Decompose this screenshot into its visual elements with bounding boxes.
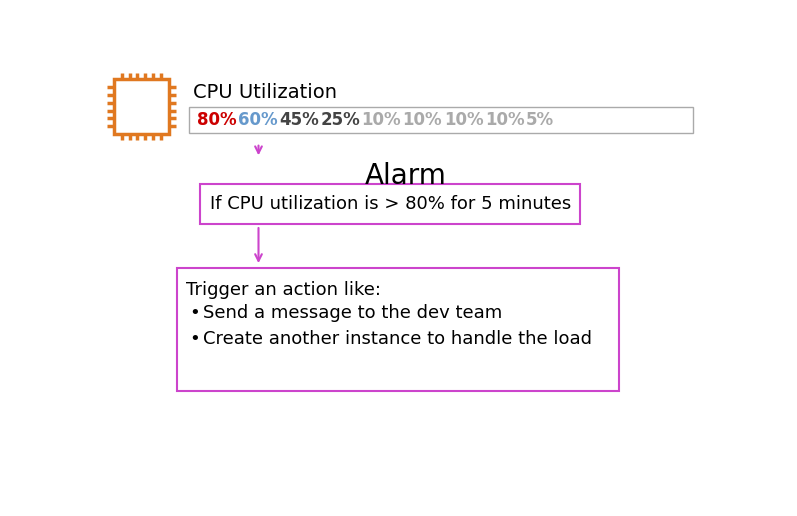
Text: Create another instance to handle the load: Create another instance to handle the lo… xyxy=(203,330,592,348)
Text: 25%: 25% xyxy=(320,111,360,130)
Bar xyxy=(114,79,170,134)
Text: •: • xyxy=(189,330,199,348)
Text: CPU Utilization: CPU Utilization xyxy=(193,84,336,103)
Bar xyxy=(177,268,619,392)
Bar xyxy=(200,184,580,223)
Text: Alarm: Alarm xyxy=(365,162,446,190)
Text: 10%: 10% xyxy=(362,111,401,130)
Text: 10%: 10% xyxy=(444,111,483,130)
Text: If CPU utilization is > 80% for 5 minutes: If CPU utilization is > 80% for 5 minute… xyxy=(210,196,571,214)
Text: Send a message to the dev team: Send a message to the dev team xyxy=(203,304,503,322)
Bar xyxy=(189,107,693,133)
Text: 60%: 60% xyxy=(238,111,278,130)
Text: 5%: 5% xyxy=(526,111,554,130)
Text: 10%: 10% xyxy=(402,111,442,130)
Text: 10%: 10% xyxy=(485,111,524,130)
Text: 45%: 45% xyxy=(280,111,319,130)
Text: 80%: 80% xyxy=(198,111,237,130)
Text: •: • xyxy=(189,304,199,322)
Text: Trigger an action like:: Trigger an action like: xyxy=(186,281,382,299)
